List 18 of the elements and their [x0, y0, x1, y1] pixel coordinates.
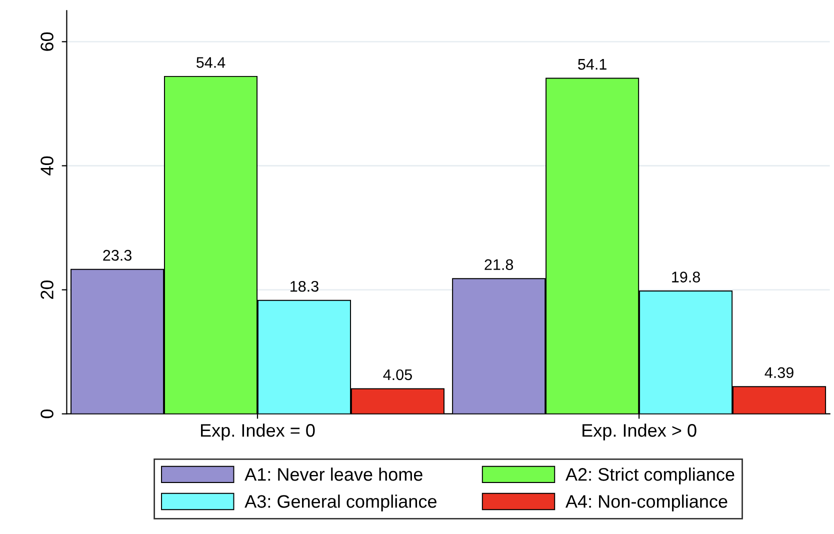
data-label: 4.39 [764, 367, 794, 378]
data-label: 54.4 [196, 57, 226, 68]
legend-label: A4: Non-compliance [565, 494, 728, 512]
data-label: 19.8 [672, 272, 700, 282]
data-label: 21.8 [484, 259, 514, 270]
y-tick-label: 20 [40, 280, 54, 299]
y-tick-label: 60 [40, 32, 54, 51]
legend-label: A3: General compliance [244, 494, 436, 512]
legend-label: A1: Never leave home [244, 468, 422, 481]
data-label: 4.05 [383, 369, 412, 380]
x-tick-label: Exp. Index = 0 [201, 424, 315, 440]
y-tick-label: 0 [40, 410, 54, 418]
data-label: 54.1 [578, 59, 606, 70]
data-label: 18.3 [290, 280, 318, 292]
y-tick-label: 40 [40, 156, 54, 176]
x-tick-label: Exp. Index > 0 [582, 424, 696, 440]
legend-label: A2: Strict compliance [565, 468, 734, 484]
data-label: 23.3 [103, 250, 132, 261]
